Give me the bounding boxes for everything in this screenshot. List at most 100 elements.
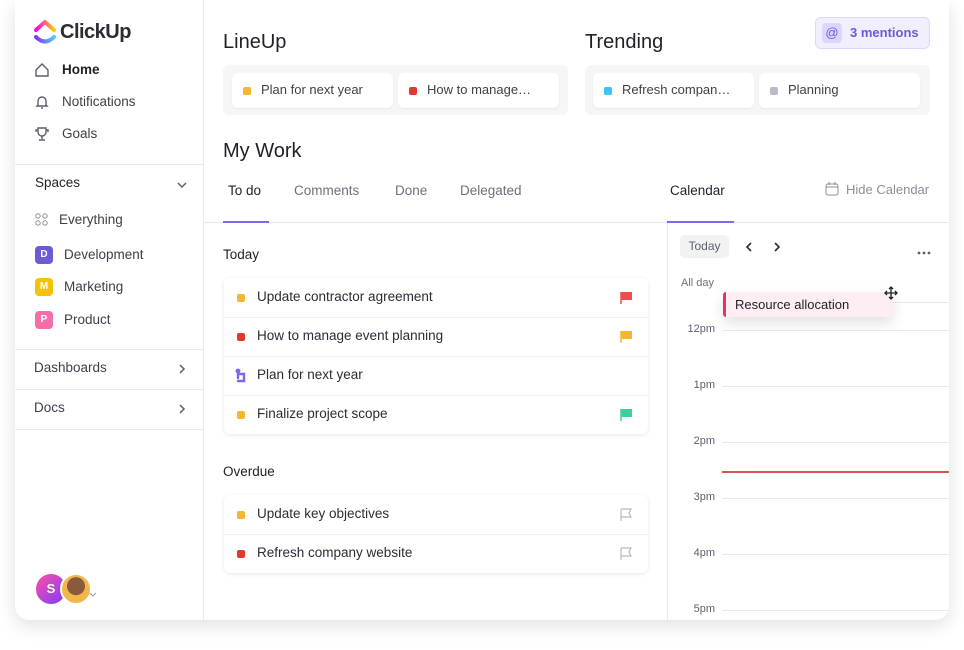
chip[interactable] [759, 73, 920, 108]
everything-icon-svg [35, 213, 48, 226]
logo [34, 19, 56, 44]
group-title: Today [223, 246, 260, 262]
chip-label[interactable]: How to manage… [427, 82, 532, 98]
hour-label: 2pm [693, 435, 715, 447]
task-flag-svg [620, 408, 632, 421]
divider [15, 429, 203, 430]
divider [15, 389, 203, 390]
task-flag-svg [620, 507, 632, 521]
next-button [772, 240, 782, 252]
caret [89, 585, 97, 597]
divider [224, 356, 648, 357]
nav-item[interactable]: Notifications [62, 93, 136, 109]
calendar-tab[interactable]: Calendar [670, 182, 725, 198]
nav-icon-svg [35, 96, 49, 109]
section-title: LineUp [223, 31, 287, 53]
task-label[interactable]: Update contractor agreement [257, 289, 433, 305]
logo-svg [34, 19, 56, 44]
prev-button-svg [745, 242, 752, 252]
task-flag [619, 546, 633, 561]
calendar-event[interactable] [723, 292, 893, 317]
spaces-title[interactable]: Spaces [35, 174, 81, 190]
hide-calendar[interactable]: Hide Calendar [846, 182, 930, 198]
move-cursor [884, 286, 898, 300]
task-bullet [237, 510, 245, 519]
prev-button [744, 240, 754, 252]
nav-icon-svg [35, 127, 49, 141]
hour-label: 5pm [693, 603, 715, 615]
task-flag [619, 330, 633, 344]
nav-icon-svg [35, 63, 49, 77]
divider [224, 534, 648, 535]
more-button [917, 243, 931, 255]
task-bullet [237, 410, 245, 419]
space-badge: P [35, 311, 53, 329]
chevron-right-svg [179, 364, 186, 374]
task-label[interactable]: Refresh company website [257, 545, 413, 561]
task-icon [234, 368, 248, 384]
my-work-title: My Work [223, 140, 302, 162]
chip[interactable] [232, 73, 393, 108]
calendar-icon-svg [825, 182, 839, 196]
tab-active[interactable]: To do [228, 182, 262, 198]
calendar-icon [825, 182, 839, 196]
hour-label: 3pm [693, 491, 715, 503]
section-title: Trending [585, 31, 664, 53]
more-button-svg [917, 251, 931, 255]
task-label[interactable]: How to manage event planning [257, 328, 444, 344]
hour-label: 1pm [693, 379, 715, 391]
space-badge: M [35, 278, 53, 296]
divider [722, 610, 949, 611]
brand: ClickUp [60, 21, 131, 43]
avatar-photo [60, 573, 92, 605]
space-badge: D [35, 246, 53, 264]
tab[interactable]: Delegated [460, 182, 522, 198]
sidebar-section[interactable]: Dashboards [34, 359, 107, 375]
divider [15, 349, 203, 350]
divider [722, 330, 949, 331]
divider [203, 0, 204, 620]
chip-dot [409, 87, 417, 95]
tab-underline [223, 221, 269, 223]
calendar-underline [667, 221, 734, 223]
divider [667, 222, 668, 620]
task-label[interactable]: Plan for next year [257, 367, 363, 383]
chevron-right [178, 362, 188, 374]
today-button[interactable]: Today [680, 235, 729, 258]
tab[interactable]: Comments [294, 182, 360, 198]
mentions-icon: @ [822, 23, 842, 43]
chip[interactable] [593, 73, 754, 108]
chip-dot [604, 87, 612, 95]
nav-icon [34, 126, 50, 142]
task-bullet [237, 332, 245, 341]
chip-label[interactable]: Planning [788, 82, 839, 98]
chip-dot [243, 87, 251, 95]
task-flag-svg [620, 291, 632, 304]
divider [15, 164, 203, 165]
divider [722, 442, 949, 443]
space-item[interactable]: Everything [59, 211, 123, 227]
chip-label[interactable]: Plan for next year [261, 82, 363, 98]
space-item[interactable]: Development [64, 246, 144, 262]
space-item[interactable]: Product [64, 311, 111, 327]
space-item[interactable]: Marketing [64, 278, 124, 294]
chip[interactable] [398, 73, 559, 108]
task-icon-svg [235, 368, 246, 382]
sidebar-section[interactable]: Docs [34, 399, 65, 415]
task-flag [619, 507, 633, 522]
chevron-right [178, 402, 188, 414]
tab[interactable]: Done [395, 182, 428, 198]
now-line [722, 471, 949, 473]
nav-item[interactable]: Goals [62, 125, 98, 141]
task-label[interactable]: Update key objectives [257, 506, 390, 522]
task-flag [619, 291, 633, 305]
chevron-down [176, 178, 188, 189]
task-label[interactable]: Finalize project scope [257, 406, 388, 422]
task-flag [619, 408, 633, 422]
chip-label[interactable]: Refresh compan… [622, 82, 731, 98]
divider [224, 317, 648, 318]
nav-item-active[interactable]: Home [62, 61, 100, 77]
caret-svg [89, 592, 97, 597]
task-bullet [237, 549, 245, 558]
